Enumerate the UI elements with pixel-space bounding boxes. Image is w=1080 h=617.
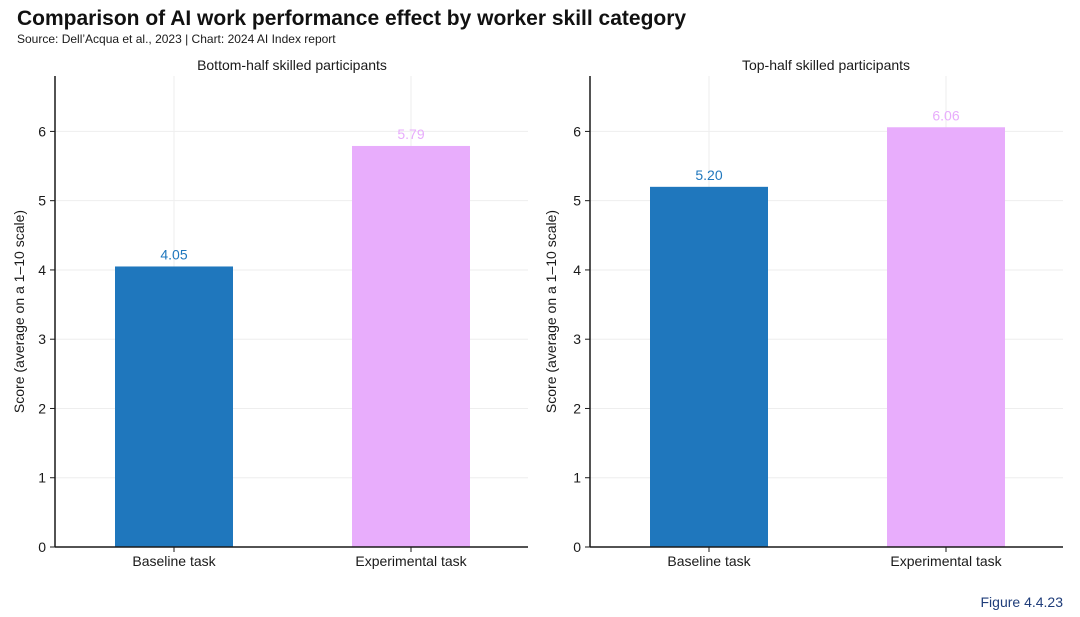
bar-experimental [352, 145, 470, 548]
bar-baseline [115, 266, 233, 547]
panel-top-half: 5.20 6.06 0 1 2 3 4 5 6 Baseline task Experimental… [543, 57, 1063, 569]
x-tick-label: Experimental task [890, 553, 1002, 569]
bar-value-label: 5.79 [397, 126, 424, 142]
figure-label: Figure 4.4.23 [980, 594, 1064, 610]
y-tick-label: 2 [573, 400, 581, 416]
y-axis-label: Score (average on a 1–10 scale) [11, 210, 27, 413]
x-tick-label: Baseline task [667, 553, 751, 569]
y-tick-label: 1 [38, 470, 46, 486]
panel-title: Bottom-half skilled participants [197, 57, 387, 73]
y-tick-label: 0 [573, 539, 581, 555]
y-tick-label: 2 [38, 400, 46, 416]
bar-value-label: 6.06 [932, 107, 959, 123]
bar-value-label: 4.05 [160, 246, 187, 262]
y-tick-label: 5 [38, 193, 46, 209]
y-tick-label: 4 [38, 262, 46, 278]
y-tick-label: 4 [573, 262, 581, 278]
bar-experimental [887, 127, 1005, 547]
bar-value-label: 5.20 [695, 167, 722, 183]
y-tick-label: 5 [573, 193, 581, 209]
chart-title: Comparison of AI work performance effect… [17, 7, 687, 30]
panel-title: Top-half skilled participants [742, 57, 910, 73]
y-tick-label: 6 [573, 123, 581, 139]
y-axis-label: Score (average on a 1–10 scale) [543, 210, 559, 413]
x-tick-label: Experimental task [355, 553, 467, 569]
bar-baseline [650, 186, 768, 547]
chart-subtitle: Source: Dell’Acqua et al., 2023 | Chart:… [17, 32, 336, 46]
x-tick-label: Baseline task [132, 553, 216, 569]
y-tick-label: 0 [38, 539, 46, 555]
panel-bottom-half: 4.05 5.79 0 1 2 3 4 5 6 Baseline task Experimental… [11, 57, 528, 569]
y-tick-label: 3 [38, 331, 46, 347]
y-tick-label: 1 [573, 470, 581, 486]
y-tick-label: 3 [573, 331, 581, 347]
y-tick-label: 6 [38, 123, 46, 139]
